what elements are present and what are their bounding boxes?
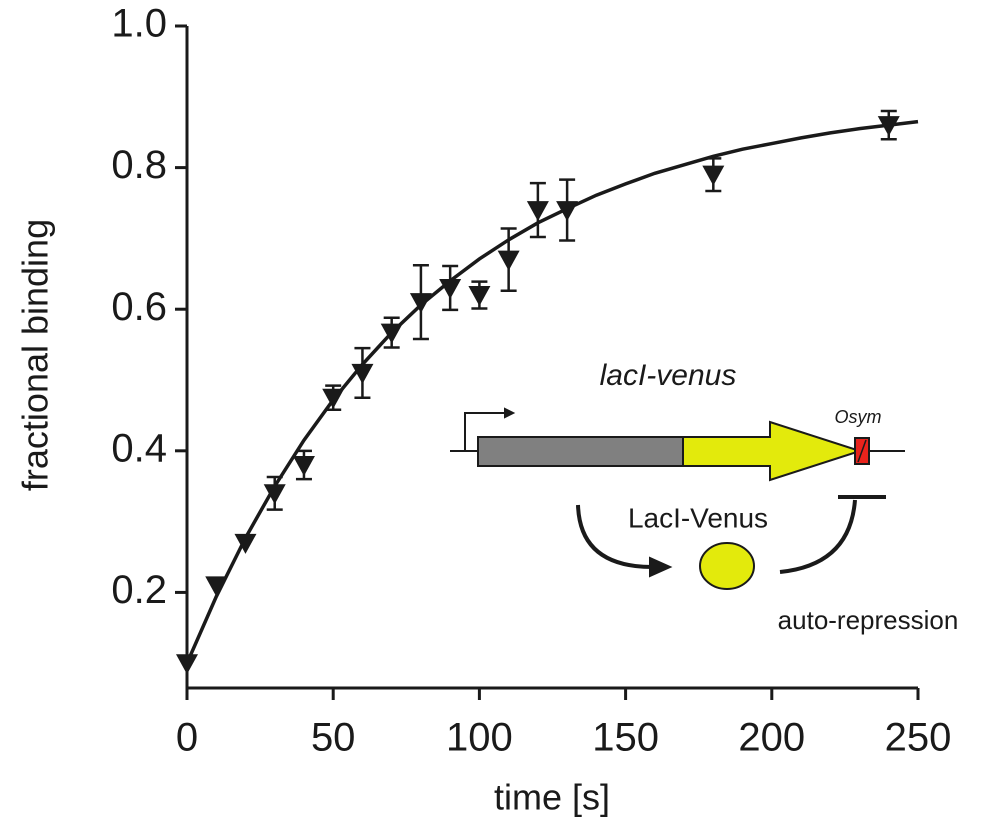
- fit-curve: [185, 119, 919, 664]
- promoter-head: [504, 407, 516, 419]
- y-tick-label: 0.4: [111, 426, 167, 470]
- data-point: [234, 533, 257, 554]
- x-tick-label: 200: [738, 716, 805, 760]
- data-point: [702, 165, 725, 186]
- data-point: [292, 455, 315, 476]
- repression-arc: [779, 499, 857, 574]
- y-tick-label: 0.2: [111, 568, 167, 612]
- x-tick-label: 0: [176, 716, 198, 760]
- x-tick-label: 250: [885, 716, 952, 760]
- note-label: auto-repression: [778, 605, 959, 635]
- expression-arrow: [576, 504, 656, 570]
- expression-head: [649, 556, 673, 578]
- laci-gene: [477, 436, 684, 467]
- data-point: [556, 201, 579, 222]
- x-tick-label: 50: [311, 716, 356, 760]
- data-point: [526, 201, 549, 222]
- data-point: [877, 116, 900, 137]
- inset-diagram: [450, 407, 905, 590]
- y-tick-label: 1.0: [111, 2, 167, 46]
- y-tick-label: 0.6: [111, 285, 167, 329]
- protein-label: LacI-Venus: [628, 502, 768, 533]
- y-axis-label: fractional binding: [15, 219, 56, 491]
- y-tick-label: 0.8: [111, 143, 167, 187]
- data-point: [263, 484, 286, 505]
- promoter: [464, 412, 505, 451]
- data-point: [351, 363, 374, 384]
- protein: [699, 542, 755, 590]
- data-point: [439, 278, 462, 299]
- gene-label: lacI-venus: [600, 359, 737, 392]
- data-point: [322, 388, 345, 409]
- x-tick-label: 150: [592, 716, 659, 760]
- data-point: [380, 323, 403, 344]
- data-point: [176, 654, 198, 675]
- data-point: [205, 576, 228, 597]
- x-tick-label: 100: [446, 716, 513, 760]
- operator-mark: [857, 439, 867, 463]
- data-point: [468, 286, 491, 307]
- data-point: [409, 293, 432, 314]
- data-point: [497, 250, 520, 271]
- x-axis-label: time [s]: [494, 777, 610, 818]
- operator-label: Osym: [835, 407, 882, 427]
- venus-gene: [682, 420, 864, 482]
